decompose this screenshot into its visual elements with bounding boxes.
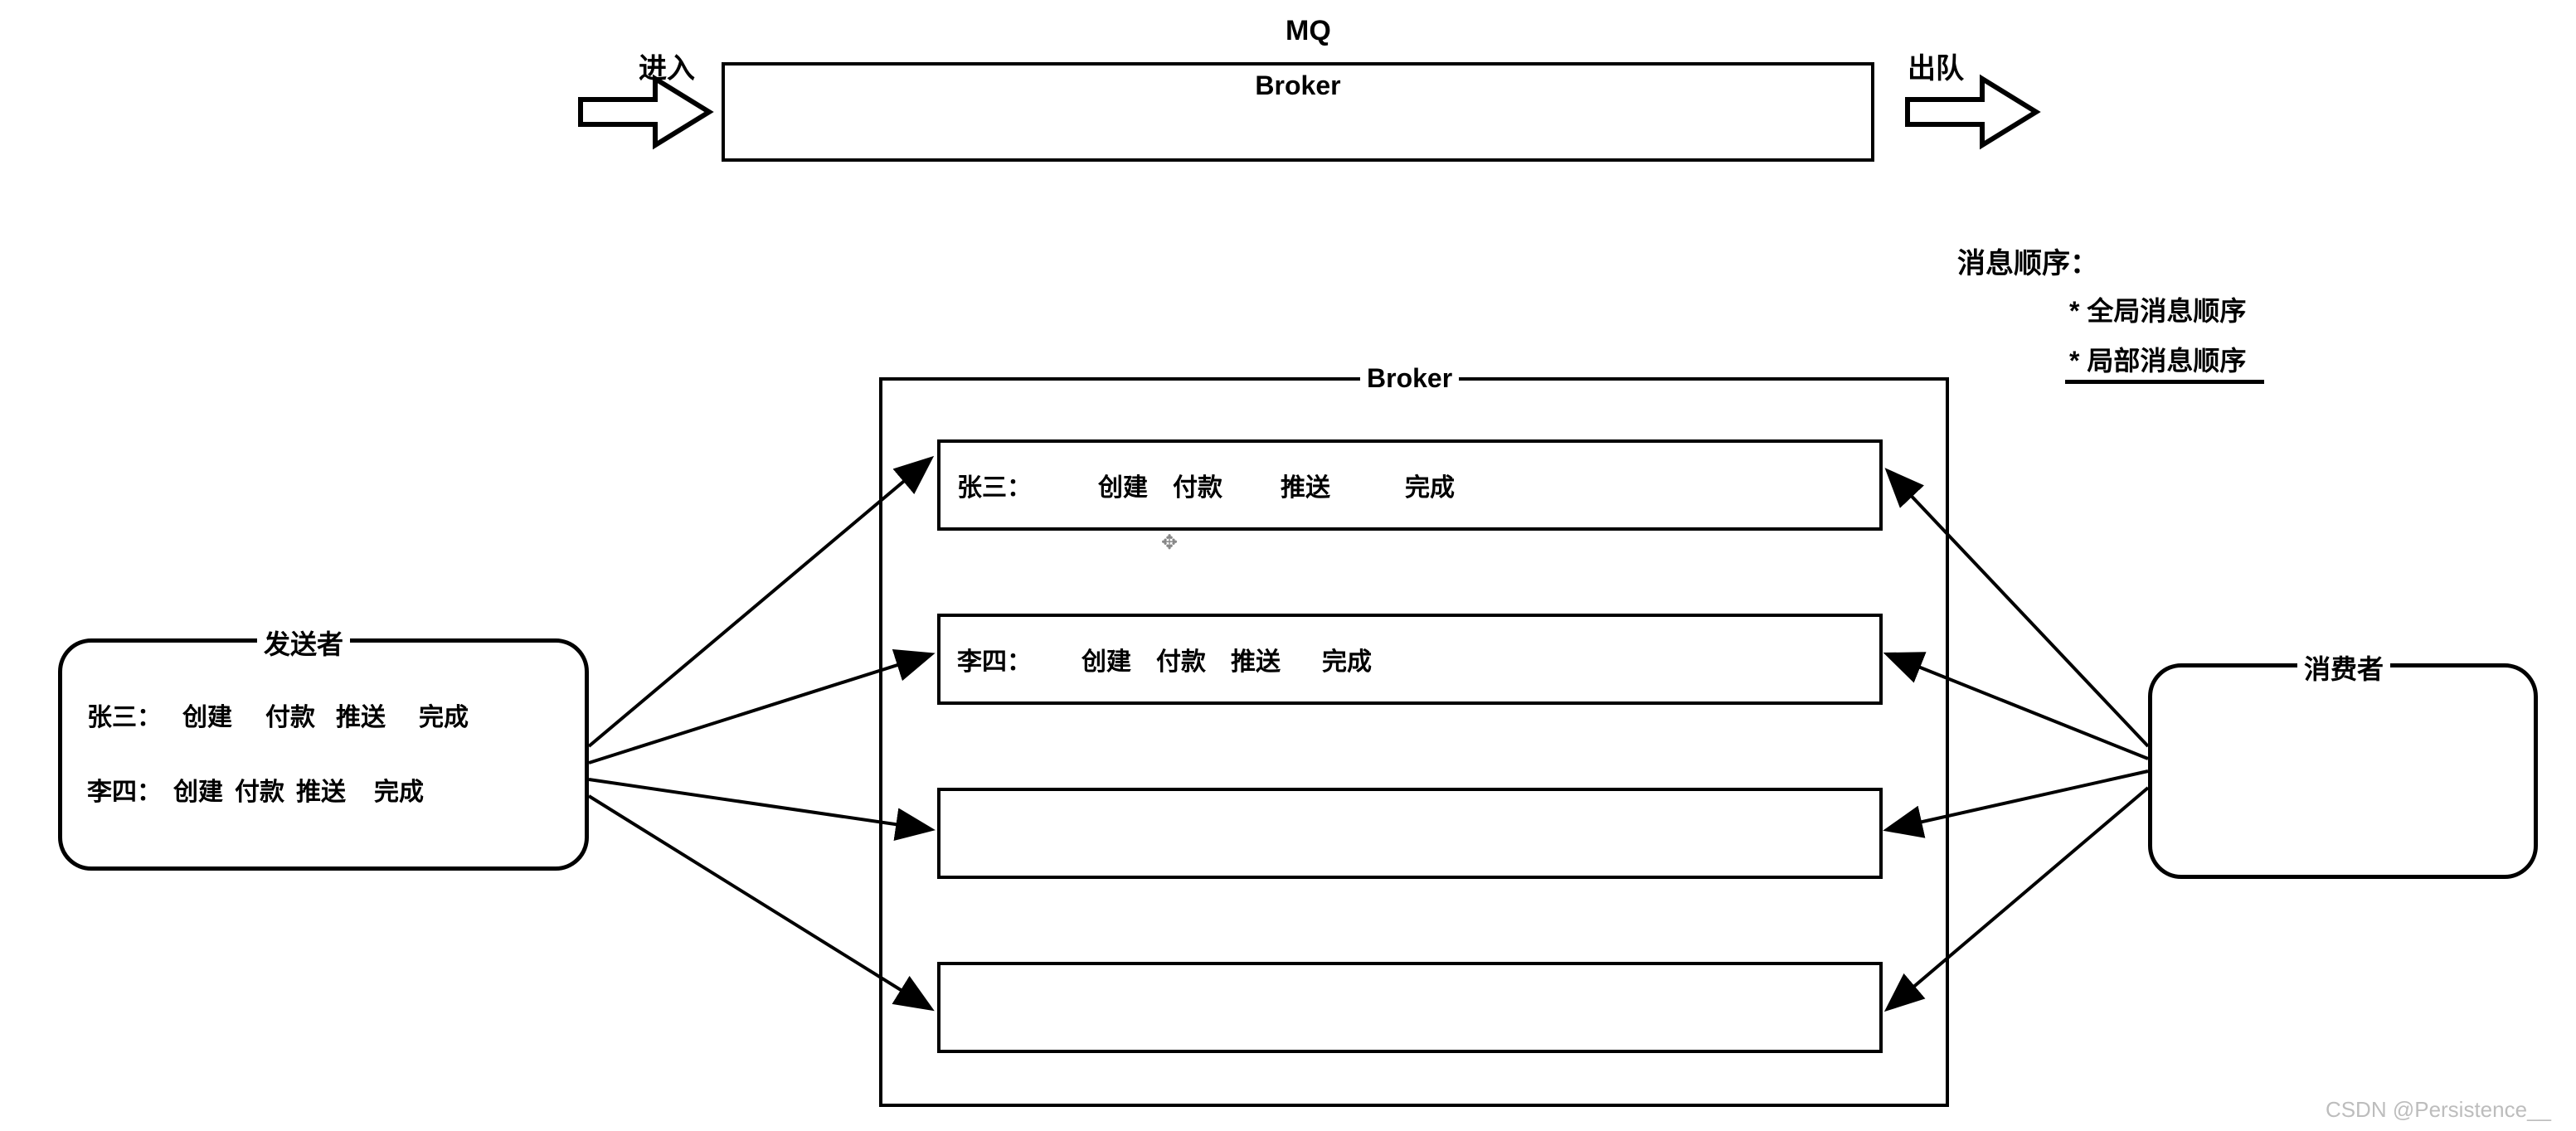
notes-underline bbox=[2065, 380, 2264, 384]
q2-c: 推送 bbox=[1231, 641, 1281, 677]
q2-a: 创建 bbox=[1081, 641, 1131, 677]
mq-title: MQ bbox=[1286, 15, 1331, 47]
s1-name: 张三： bbox=[87, 697, 162, 733]
q2-name: 李四： bbox=[957, 641, 1032, 677]
s1-c: 推送 bbox=[336, 697, 386, 733]
q2-b: 付款 bbox=[1156, 641, 1206, 677]
out-label: 出队 bbox=[1908, 46, 1964, 86]
watermark: CSDN @Persistence__ bbox=[2326, 1097, 2551, 1123]
sender-title: 发送者 bbox=[257, 624, 350, 662]
sender-row2: 李四： 创建 付款 推送 完成 bbox=[87, 771, 424, 808]
in-label: 进入 bbox=[639, 46, 695, 86]
consumer-title: 消费者 bbox=[2297, 648, 2390, 687]
queue-row-2: 李四： 创建 付款 推送 完成 bbox=[937, 614, 1883, 705]
sender-row1: 张三： 创建 付款 推送 完成 bbox=[87, 697, 469, 733]
q1-a: 创建 bbox=[1098, 467, 1148, 503]
s2-a: 创建 bbox=[173, 771, 223, 808]
notes-heading: 消息顺序： bbox=[1957, 240, 2098, 281]
s2-c: 推送 bbox=[296, 771, 346, 808]
cursor-icon: ✥ bbox=[1161, 531, 1178, 555]
s1-b: 付款 bbox=[265, 697, 315, 733]
q1-name: 张三： bbox=[957, 467, 1032, 503]
arrow-out-icon bbox=[1908, 79, 2036, 145]
q1-c: 推送 bbox=[1281, 467, 1330, 503]
s2-b: 付款 bbox=[235, 771, 284, 808]
q1-b: 付款 bbox=[1173, 467, 1222, 503]
q1-d: 完成 bbox=[1405, 467, 1455, 503]
queue-row-1: 张三： 创建 付款 推送 完成 bbox=[937, 439, 1883, 531]
diagram-root: MQ 进入 出队 Broker 消息顺序： * 全局消息顺序 * 局部消息顺序 … bbox=[0, 0, 2576, 1131]
sender-box bbox=[58, 638, 589, 871]
notes-item1: * 全局消息顺序 bbox=[2069, 290, 2246, 328]
top-broker-box: Broker bbox=[722, 62, 1874, 162]
queue-row-3 bbox=[937, 788, 1883, 879]
arrow-in-icon bbox=[581, 79, 709, 145]
broker-fieldset-title: Broker bbox=[1360, 363, 1459, 394]
queue-row-4 bbox=[937, 962, 1883, 1053]
s1-d: 完成 bbox=[419, 697, 469, 733]
s1-a: 创建 bbox=[182, 697, 232, 733]
top-broker-label: Broker bbox=[725, 70, 1871, 101]
consumer-box bbox=[2148, 663, 2538, 879]
q2-d: 完成 bbox=[1322, 641, 1372, 677]
s2-d: 完成 bbox=[374, 771, 424, 808]
notes-item2: * 局部消息顺序 bbox=[2069, 340, 2246, 378]
s2-name: 李四： bbox=[87, 771, 162, 808]
